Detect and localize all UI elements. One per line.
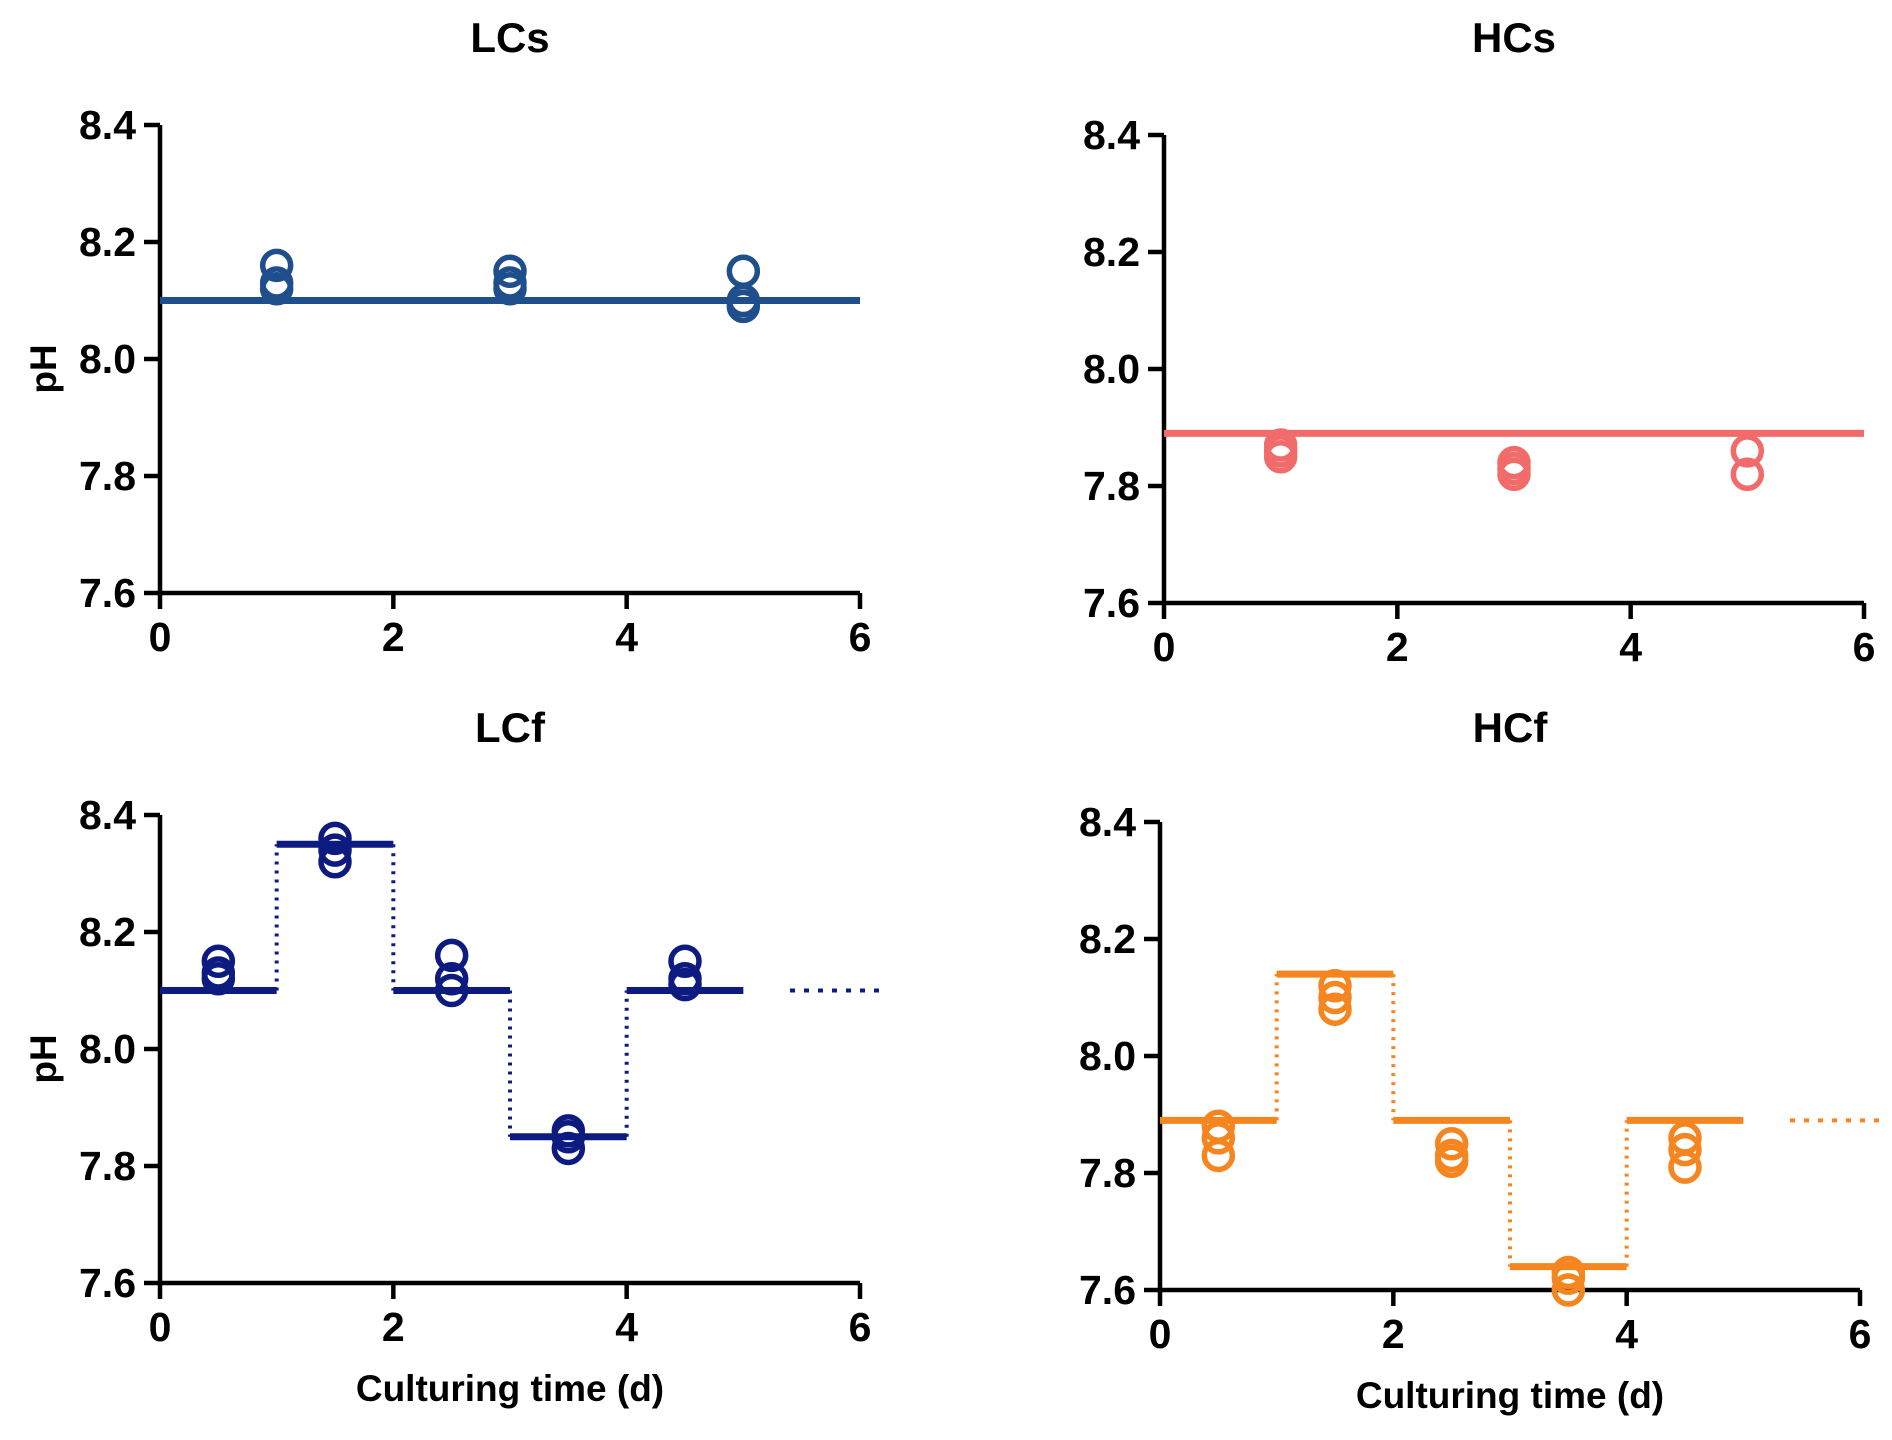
x-tick-label: 2 [1382,1311,1405,1357]
y-tick-label: 8.2 [1079,916,1136,962]
y-tick-label: 8.4 [1083,112,1140,158]
data-point [318,833,352,867]
data-point [668,967,702,1002]
x-tick-label: 0 [1153,624,1176,670]
data-point [493,254,527,288]
data-point [434,938,469,973]
panel-hcf: HCf 7.6 7.8 8.0 8.2 8.4 0 2 4 6 Culturing time (d) [1079,704,1884,1416]
data-point [551,1131,586,1166]
x-tick-label: 6 [1849,1311,1872,1357]
y-tick-label: 7.8 [1079,1150,1136,1196]
data-point [1551,1261,1586,1296]
x-tick-label: 2 [382,614,405,660]
data-point [318,845,352,879]
data-point [434,973,469,1008]
y-tick-label: 8.4 [1079,799,1136,845]
data-point [1434,1144,1469,1179]
x-tick-label: 0 [1149,1311,1172,1357]
chart-title: HCf [1473,704,1549,751]
y-axis-label: pH [23,1034,64,1083]
data-point [1730,434,1765,468]
y-tick-label: 7.6 [1083,580,1140,626]
y-axis-label: pH [23,344,64,393]
data-point [1201,1138,1236,1173]
y-tick-label: 7.6 [79,570,136,616]
chart-title: HCs [1472,14,1556,61]
data-point [1201,1121,1236,1155]
y-tick-label: 7.8 [79,1143,136,1189]
data-point [726,289,761,324]
y-tick-label: 8.0 [1083,346,1140,392]
y-tick-label: 8.2 [79,219,136,265]
x-tick-label: 4 [615,614,638,660]
data-point [1668,1132,1702,1167]
x-tick-label: 6 [849,1304,872,1350]
y-tick-label: 8.0 [79,336,136,382]
data-point [493,272,527,306]
data-point [1318,980,1352,1015]
x-tick-label: 6 [1853,624,1876,670]
y-tick-label: 7.8 [1083,463,1140,509]
data-point [1551,1273,1586,1307]
y-tick-label: 8.4 [79,102,136,148]
y-tick-label: 8.2 [1083,229,1140,275]
data-point [1434,1127,1469,1161]
data-point [434,962,469,996]
x-tick-label: 6 [849,614,872,660]
x-tick-label: 2 [382,1304,405,1350]
data-point [1668,1150,1702,1184]
y-tick-label: 7.6 [79,1260,136,1306]
data-point [318,821,352,856]
y-tick-label: 8.0 [79,1026,136,1072]
x-tick-label: 4 [1619,624,1642,670]
data-point [259,272,294,306]
y-tick-label: 8.4 [79,792,136,838]
data-point [201,962,236,996]
data-point [726,254,761,288]
panel-lcs: LCs 7.6 7.8 8.0 8.2 8.4 0 2 4 6 pH [23,14,871,660]
chart-title: LCf [475,704,546,751]
data-point [1497,457,1531,492]
x-axis-label: Culturing time (d) [1356,1375,1664,1416]
y-tick-label: 8.0 [1079,1033,1136,1079]
data-point [551,1120,586,1154]
chart-title: LCs [470,14,549,61]
data-point [201,944,236,978]
y-tick-label: 8.2 [79,909,136,955]
y-tick-label: 7.6 [1079,1267,1136,1313]
data-point [1730,457,1765,492]
y-tick-label: 7.8 [79,453,136,499]
data-point [1263,440,1298,474]
x-axis-label: Culturing time (d) [356,1368,664,1409]
data-point [668,944,702,978]
data-point [1318,992,1352,1026]
x-tick-label: 0 [149,614,172,660]
panel-lcf: LCf 7.6 7.8 8.0 8.2 8.4 0 2 4 6 pH Culturing time (… [23,704,884,1409]
panel-hcs: HCs 7.6 7.8 8.0 8.2 8.4 0 2 4 6 [1083,14,1875,670]
data-point [259,248,294,283]
x-tick-label: 4 [615,1304,638,1350]
x-tick-label: 2 [1386,624,1409,670]
x-tick-label: 0 [149,1304,172,1350]
data-point [1318,969,1352,1003]
x-tick-label: 4 [1615,1311,1638,1357]
